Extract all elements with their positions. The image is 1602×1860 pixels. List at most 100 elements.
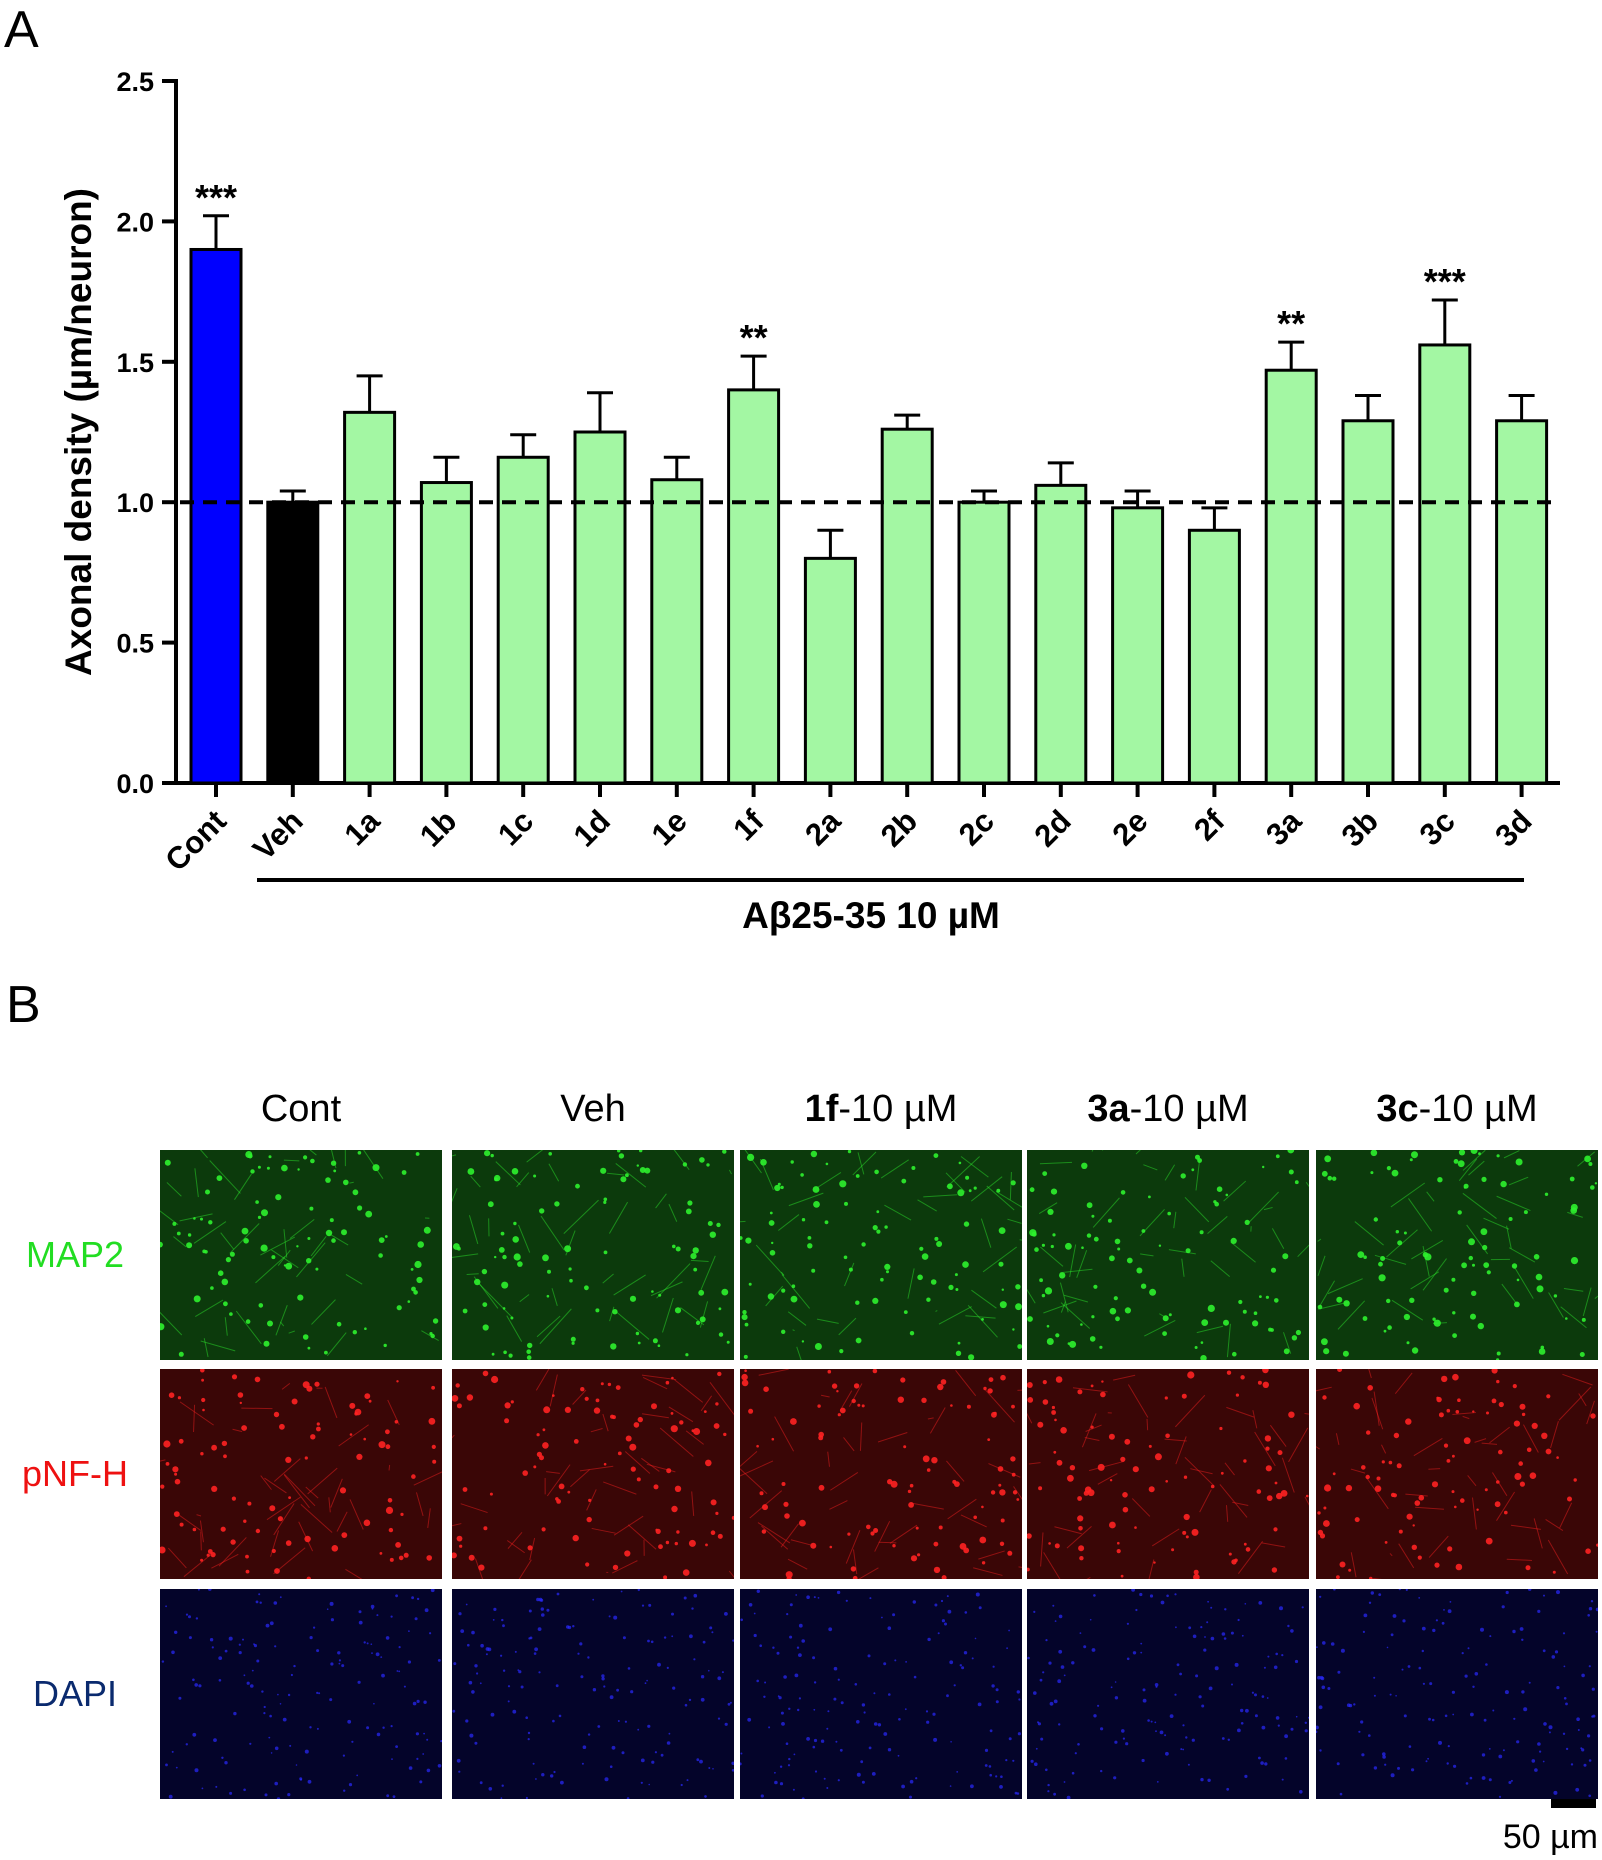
micrograph <box>1027 1589 1309 1799</box>
cell <box>615 1385 621 1390</box>
cell <box>814 1343 822 1350</box>
cell <box>705 1543 708 1547</box>
cell <box>1089 1618 1092 1621</box>
cell <box>1567 1496 1572 1502</box>
cell <box>1283 1348 1290 1355</box>
fibre <box>740 1468 768 1495</box>
cell <box>903 1445 907 1449</box>
cell <box>1496 1379 1500 1384</box>
cell <box>1482 1244 1488 1251</box>
cell <box>1149 1594 1154 1598</box>
cell <box>535 1778 537 1780</box>
cell <box>329 1601 334 1606</box>
cell <box>1584 1155 1591 1163</box>
cell <box>1141 1758 1145 1763</box>
fibre <box>224 1317 228 1336</box>
cell <box>1546 1394 1551 1399</box>
cell <box>1160 1600 1165 1605</box>
cell <box>1363 1255 1367 1259</box>
cell <box>243 1674 246 1677</box>
cell <box>1122 1737 1125 1740</box>
cell <box>1431 1481 1439 1488</box>
cell <box>1165 1751 1169 1756</box>
cell <box>1108 1433 1115 1440</box>
cell <box>1422 1682 1425 1685</box>
cell <box>429 1332 433 1336</box>
fibre <box>656 1263 691 1299</box>
cell <box>727 1702 731 1706</box>
cell <box>160 1546 166 1554</box>
fibre <box>1462 1192 1497 1219</box>
cell <box>501 1784 504 1787</box>
cell <box>426 1768 431 1773</box>
fibre <box>970 1176 1003 1202</box>
fibre <box>781 1274 811 1309</box>
micrograph <box>452 1150 734 1360</box>
cell <box>1046 1324 1050 1328</box>
cell <box>1158 1244 1162 1247</box>
cell <box>1537 1742 1541 1746</box>
cell <box>1553 1294 1558 1298</box>
cell <box>259 1601 262 1604</box>
cell <box>931 1457 938 1464</box>
cell <box>400 1512 404 1516</box>
cell <box>342 1754 345 1757</box>
cell <box>329 1218 334 1223</box>
cell <box>955 1350 962 1356</box>
cell <box>839 1349 844 1354</box>
column-header: Cont <box>161 1088 441 1138</box>
cell <box>807 1243 813 1249</box>
cell <box>1498 1401 1504 1408</box>
cell <box>866 1524 871 1530</box>
fibre <box>627 1524 657 1550</box>
cell <box>919 1246 924 1251</box>
cell <box>349 1402 356 1409</box>
cell <box>936 1241 943 1247</box>
fibre <box>518 1224 531 1253</box>
cell <box>1533 1254 1540 1260</box>
cell <box>1090 1384 1094 1388</box>
cell <box>1093 1236 1099 1242</box>
cell <box>1101 1380 1104 1383</box>
cell <box>1027 1567 1030 1572</box>
fibre <box>200 1531 202 1551</box>
cell <box>572 1625 575 1628</box>
cell <box>601 1674 605 1678</box>
micrograph <box>1316 1150 1598 1360</box>
cell <box>1100 1727 1104 1731</box>
cell <box>639 1150 643 1153</box>
cell <box>480 1643 484 1648</box>
fibre <box>260 1475 272 1490</box>
fibre <box>1354 1221 1384 1246</box>
cell <box>1126 1657 1130 1661</box>
scale-bar <box>1551 1799 1596 1808</box>
cell <box>314 1381 320 1387</box>
cell <box>1537 1609 1541 1613</box>
fibre <box>603 1481 637 1495</box>
cell <box>555 1684 559 1688</box>
cell <box>273 1601 278 1605</box>
cell <box>201 1378 204 1382</box>
cell <box>1029 1187 1035 1193</box>
cell <box>617 1451 622 1456</box>
cell <box>1039 1278 1043 1283</box>
x-tick-label: 3a <box>1259 803 1309 853</box>
cell <box>160 1241 163 1248</box>
cell <box>492 1619 495 1621</box>
fibre <box>845 1530 861 1564</box>
cell <box>700 1675 705 1679</box>
cell <box>511 1168 519 1175</box>
fibre <box>220 1232 235 1250</box>
cell <box>1323 1506 1327 1510</box>
cell <box>901 1784 905 1789</box>
cell <box>767 1293 775 1300</box>
cell <box>585 1562 590 1567</box>
cell <box>474 1278 481 1286</box>
cell <box>1027 1533 1032 1539</box>
cell <box>603 1250 608 1255</box>
fibre <box>1452 1411 1476 1415</box>
cell <box>999 1301 1007 1309</box>
fibre <box>452 1523 462 1527</box>
cell <box>1077 1743 1080 1746</box>
cell <box>1382 1755 1386 1759</box>
